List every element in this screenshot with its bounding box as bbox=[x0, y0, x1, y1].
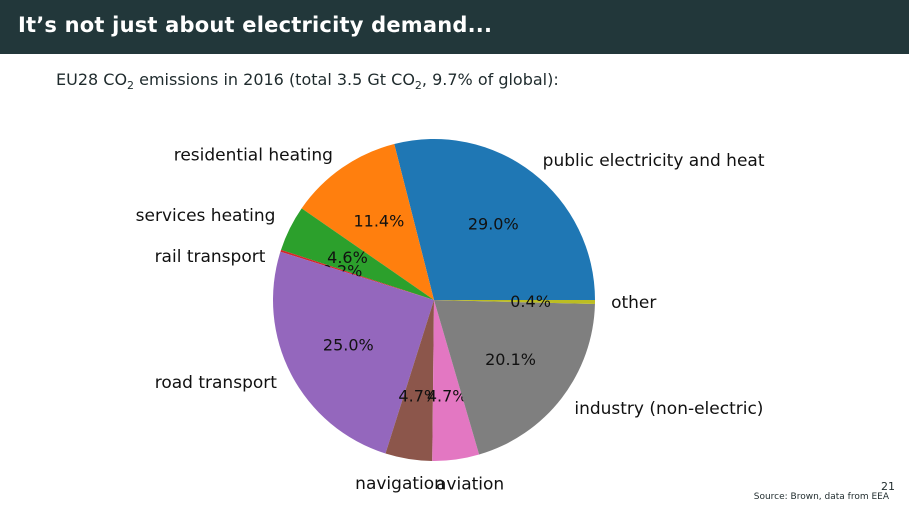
slide-title: It’s not just about electricity demand..… bbox=[18, 13, 493, 37]
slice-percent-label: 4.7% bbox=[398, 386, 439, 405]
subtitle-sub-a: 2 bbox=[127, 79, 135, 93]
subtitle-text-b: emissions in 2016 (total 3.5 Gt CO bbox=[134, 70, 415, 89]
slice-category-label: services heating bbox=[136, 206, 276, 226]
slice-percent-label: 0.4% bbox=[510, 292, 551, 311]
slice-percent-label: 11.4% bbox=[353, 212, 404, 231]
slice-percent-label: 20.1% bbox=[485, 350, 536, 369]
pie-slice bbox=[385, 300, 434, 461]
slice-category-label: rail transport bbox=[155, 247, 266, 267]
title-bar: It’s not just about electricity demand..… bbox=[0, 0, 909, 54]
slice-category-label: road transport bbox=[155, 373, 278, 393]
source-note: Source: Brown, data from EEA bbox=[753, 492, 889, 502]
subtitle-text-c: , 9.7% of global): bbox=[421, 70, 559, 89]
pie-slice bbox=[301, 143, 434, 300]
slice-category-label: other bbox=[611, 293, 656, 313]
slice-category-label: aviation bbox=[436, 474, 504, 494]
pie-slice bbox=[432, 300, 480, 461]
pie-slice bbox=[280, 249, 434, 300]
pie-slice bbox=[434, 300, 595, 455]
pie-slice bbox=[281, 208, 434, 300]
slice-percent-label: 25.0% bbox=[323, 336, 374, 355]
chart-subtitle: EU28 CO2 emissions in 2016 (total 3.5 Gt… bbox=[56, 70, 559, 92]
pie-slice bbox=[273, 251, 434, 454]
slice-category-label: residential heating bbox=[174, 146, 333, 166]
slice-percent-label: 4.7% bbox=[427, 387, 468, 406]
slide-number: 21 bbox=[881, 480, 895, 493]
subtitle-text-a: EU28 CO bbox=[56, 70, 128, 89]
slice-percent-label: 29.0% bbox=[468, 215, 519, 234]
pie-slice bbox=[394, 139, 595, 300]
subtitle-sub-b: 2 bbox=[414, 79, 422, 93]
slice-category-label: public electricity and heat bbox=[543, 151, 765, 171]
slice-category-label: navigation bbox=[355, 474, 445, 494]
pie-slice bbox=[434, 300, 595, 305]
slice-percent-label: 4.6% bbox=[327, 248, 368, 267]
slice-category-label: industry (non-electric) bbox=[574, 399, 763, 419]
